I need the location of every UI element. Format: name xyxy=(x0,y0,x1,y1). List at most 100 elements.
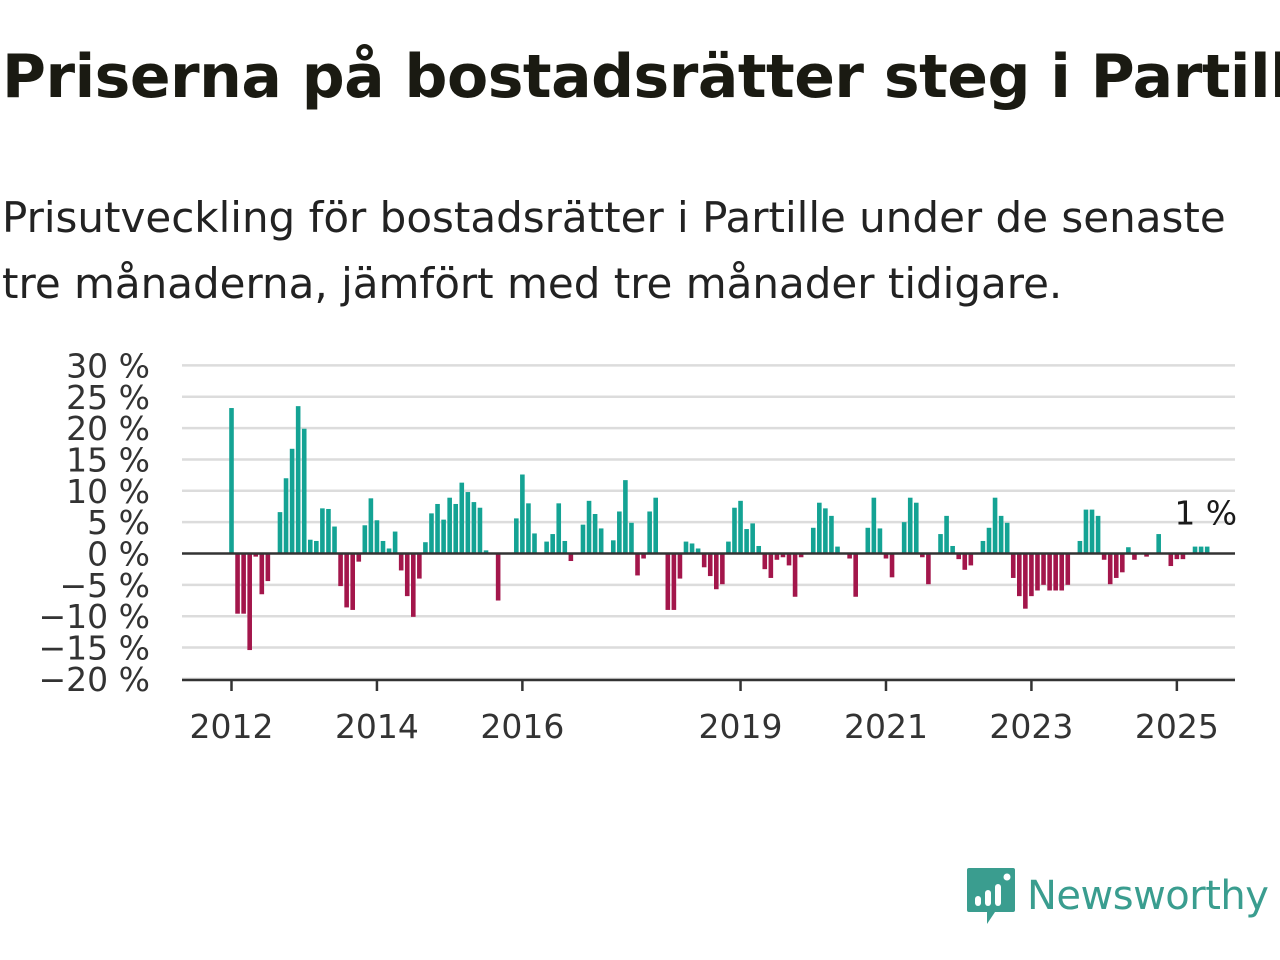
bar xyxy=(786,553,792,566)
newsworthy-logo: Newsworthy xyxy=(965,866,1269,926)
bar xyxy=(253,553,259,557)
bar xyxy=(544,541,549,554)
bar xyxy=(1132,553,1137,560)
bar xyxy=(1174,553,1180,560)
bar xyxy=(617,511,622,554)
bar xyxy=(689,543,695,554)
bar xyxy=(653,497,658,554)
y-tick-label: 20 % xyxy=(66,409,150,448)
bar xyxy=(1180,553,1186,560)
y-tick-label: 0 % xyxy=(87,535,150,574)
bar xyxy=(810,527,816,554)
bar xyxy=(568,553,574,562)
bar xyxy=(1095,515,1101,554)
bar xyxy=(532,533,537,554)
bar xyxy=(1059,553,1065,591)
bar xyxy=(883,553,889,559)
bar xyxy=(289,448,295,554)
y-tick-label: 15 % xyxy=(66,440,150,479)
x-tick-label: 2016 xyxy=(480,707,564,746)
bar xyxy=(392,531,398,554)
bar xyxy=(907,497,913,554)
bar xyxy=(301,428,307,554)
bar xyxy=(1126,547,1131,554)
bar xyxy=(1168,553,1174,567)
x-tick-label: 2021 xyxy=(844,707,928,746)
bar xyxy=(368,498,374,554)
bar xyxy=(635,553,640,576)
bar xyxy=(277,512,283,554)
x-tick-label: 2025 xyxy=(1135,707,1219,746)
bar xyxy=(350,553,355,610)
bar xyxy=(707,553,713,577)
bar xyxy=(938,534,943,554)
bar xyxy=(1156,534,1161,554)
bar xyxy=(1083,509,1089,554)
bar xyxy=(913,502,919,554)
bar xyxy=(847,553,852,559)
bar xyxy=(1120,553,1125,573)
bar xyxy=(1204,546,1210,554)
bar xyxy=(465,492,471,554)
bar xyxy=(768,553,774,578)
bar xyxy=(598,528,604,554)
bar xyxy=(744,529,749,554)
bar xyxy=(235,553,240,614)
bars xyxy=(229,406,1210,651)
bar xyxy=(229,408,234,554)
bar xyxy=(338,553,343,587)
bar xyxy=(1144,553,1149,557)
bar xyxy=(641,553,646,559)
bar xyxy=(447,497,452,554)
bar xyxy=(362,525,368,554)
bar xyxy=(356,553,362,562)
brand-name: Newsworthy xyxy=(1027,873,1269,919)
bar xyxy=(720,553,725,585)
bar xyxy=(677,553,683,579)
bar xyxy=(259,553,265,595)
bar xyxy=(962,553,968,570)
bar xyxy=(374,520,380,554)
axes xyxy=(182,552,1235,691)
bar xyxy=(495,553,501,601)
bar xyxy=(1017,553,1022,597)
bar xyxy=(404,553,410,597)
bar xyxy=(756,545,762,554)
bar xyxy=(1198,546,1204,554)
bar xyxy=(1107,553,1113,585)
bar xyxy=(307,539,313,554)
bar xyxy=(714,553,719,590)
bar xyxy=(283,478,289,554)
bar xyxy=(1065,553,1071,585)
y-tick-label: 25 % xyxy=(66,378,150,417)
bar xyxy=(877,528,883,554)
bar xyxy=(314,540,319,554)
bar xyxy=(774,553,780,560)
bar xyxy=(265,553,271,582)
y-tick-label: 5 % xyxy=(87,503,150,542)
bar xyxy=(1035,553,1040,591)
bar xyxy=(647,511,652,554)
newsworthy-logo-icon xyxy=(967,868,1015,924)
bar xyxy=(520,474,525,554)
bar xyxy=(1053,553,1058,591)
bar xyxy=(1077,540,1083,554)
x-tick-label: 2014 xyxy=(335,707,419,746)
bar xyxy=(871,497,877,554)
bar xyxy=(1101,553,1107,560)
bar xyxy=(726,541,731,554)
bar xyxy=(695,548,701,554)
y-tick-label: 30 % xyxy=(66,346,150,385)
bar xyxy=(380,540,386,554)
bar xyxy=(386,548,392,554)
chart-title: Priserna på bostadsrätter steg i Partill… xyxy=(2,42,1280,112)
y-tick-label: 10 % xyxy=(66,472,150,511)
x-tick-label: 2023 xyxy=(989,707,1073,746)
bar xyxy=(992,497,998,554)
bar xyxy=(1041,553,1046,585)
bar xyxy=(750,523,755,554)
tick-labels: 30 %25 %20 %15 %10 %5 %0 %−5 %−10 %−15 %… xyxy=(39,346,1238,746)
bar xyxy=(514,518,519,554)
bar xyxy=(592,514,598,554)
bar xyxy=(623,480,628,554)
